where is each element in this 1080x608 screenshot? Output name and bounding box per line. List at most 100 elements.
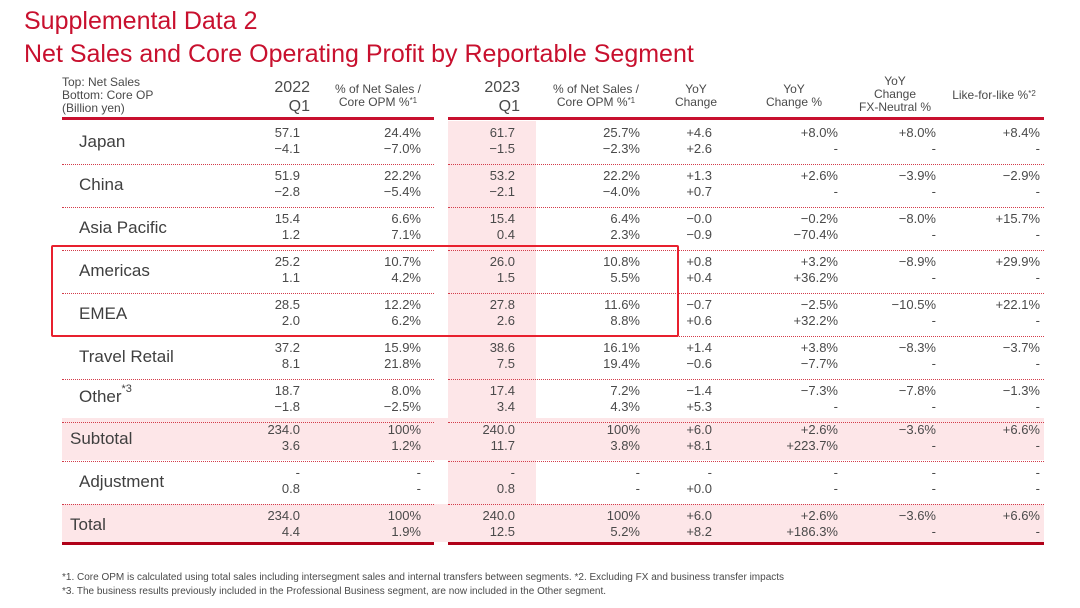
net-sales-cell: −8.3% (898, 340, 936, 355)
core-op-cell: +5.3 (686, 399, 712, 414)
core-op-cell: 12.5 (489, 524, 515, 539)
row-divider (62, 164, 434, 165)
core-op-cell: +32.2% (793, 313, 838, 328)
table-row: Japan 57.1 24.4% 61.7 25.7% +4.6 +8.0% +8.0% +8.… (0, 121, 1080, 165)
table-row: Americas 25.2 10.7% 26.0 10.8% +0.8 +3.2% −8.9%… (0, 250, 1080, 294)
net-sales-cell: 22.2% (384, 168, 421, 183)
page-subtitle: Net Sales and Core Operating Profit by R… (24, 40, 694, 68)
core-op-cell: −4.0% (602, 184, 640, 199)
footnote-1-2: *1. Core OPM is calculated using total s… (62, 572, 785, 583)
net-sales-cell: −8.0% (898, 211, 936, 226)
net-sales-cell: - (510, 465, 515, 480)
net-sales-cell: 15.9% (384, 340, 421, 355)
net-sales-cell: 18.7 (274, 383, 300, 398)
net-sales-cell: 15.4 (274, 211, 300, 226)
segment-label: China (79, 175, 124, 194)
core-op-cell: 3.6 (281, 438, 300, 453)
net-sales-cell: −0.7 (686, 297, 712, 312)
header-like-for-like: Like-for-like %*2 (952, 88, 1036, 102)
core-op-cell: - (833, 184, 838, 199)
net-sales-cell: 38.6 (489, 340, 515, 355)
net-sales-cell: +22.1% (995, 297, 1040, 312)
core-op-cell: - (833, 141, 838, 156)
core-op-cell: 4.3% (610, 399, 640, 414)
core-op-cell: −4.1 (274, 141, 300, 156)
segment-label: Total (70, 515, 106, 534)
net-sales-cell: 6.6% (391, 211, 421, 226)
table-row: Other*3 18.7 8.0% 17.4 7.2% −1.4 −7.3% −7.8% −1.… (0, 379, 1080, 423)
core-op-cell: −2.3% (602, 141, 640, 156)
highlight-box-americas-emea (51, 245, 679, 337)
row-divider (448, 164, 1044, 165)
core-op-cell: - (1035, 399, 1040, 414)
subtotal-shade (62, 418, 1044, 460)
table-row: Travel Retail 37.2 15.9% 38.6 16.1% +1.4 +3.8%… (0, 336, 1080, 380)
header-2023-pct: % of Net Sales / Core OPM %*1 (552, 82, 640, 109)
net-sales-cell: −0.0 (686, 211, 712, 226)
row-divider (448, 504, 1044, 505)
core-op-cell: +36.2% (793, 270, 838, 285)
header-2022-pct: % of Net Sales / Core OPM %*1 (334, 82, 422, 109)
net-sales-cell: +8.0% (898, 125, 936, 140)
segment-label: Travel Retail (79, 347, 174, 366)
net-sales-cell: 57.1 (274, 125, 300, 140)
core-op-cell: - (931, 438, 936, 453)
bottom-rule-left (62, 542, 434, 545)
net-sales-cell: 37.2 (274, 340, 300, 355)
header-2023-q1: 2023 Q1 (484, 79, 520, 115)
bottom-rule-right (448, 542, 1044, 545)
net-sales-cell: −7.8% (898, 383, 936, 398)
net-sales-cell: - (931, 465, 936, 480)
net-sales-cell: 53.2 (489, 168, 515, 183)
core-op-cell: +186.3% (786, 524, 838, 539)
net-sales-cell: −1.4 (686, 383, 712, 398)
net-sales-cell: +2.6% (800, 508, 838, 523)
header-yoy-change: YoY Change (674, 82, 718, 109)
net-sales-cell: 12.2% (384, 297, 421, 312)
core-op-cell: 2.0 (281, 313, 300, 328)
net-sales-cell: 234.0 (267, 422, 300, 437)
net-sales-cell: 25.7% (603, 125, 640, 140)
net-sales-cell: +2.6% (800, 168, 838, 183)
net-sales-cell: 6.4% (610, 211, 640, 226)
net-sales-cell: +6.0 (686, 422, 712, 437)
net-sales-cell: 234.0 (267, 508, 300, 523)
row-divider (62, 504, 434, 505)
core-op-cell: +2.6 (686, 141, 712, 156)
core-op-cell: 2.6 (496, 313, 515, 328)
core-op-cell: 1.9% (391, 524, 421, 539)
core-op-cell: - (1035, 438, 1040, 453)
core-op-cell: - (1035, 141, 1040, 156)
core-op-cell: - (931, 481, 936, 496)
net-sales-cell: 100% (387, 422, 421, 437)
core-op-cell: 4.4 (281, 524, 300, 539)
core-op-cell: - (1035, 270, 1040, 285)
total-shade (62, 504, 1044, 542)
net-sales-cell: 240.0 (482, 508, 515, 523)
row-divider (448, 422, 1044, 423)
table-row: EMEA 28.5 12.2% 27.8 11.6% −0.7 −2.5% −10.5% +22… (0, 293, 1080, 337)
core-op-cell: −0.9 (686, 227, 712, 242)
table-row: Subtotal 234.0 100% 240.0 100% +6.0 +2.6% −3.6%… (0, 418, 1080, 462)
core-op-cell: 0.4 (496, 227, 515, 242)
net-sales-cell: 100% (606, 422, 640, 437)
units-label: Top: Net Sales Bottom: Core OP (Billion … (62, 75, 154, 115)
core-op-cell: - (931, 141, 936, 156)
net-sales-cell: 17.4 (489, 383, 515, 398)
core-op-cell: 2.3% (610, 227, 640, 242)
net-sales-cell: −3.9% (898, 168, 936, 183)
core-op-cell: +0.7 (686, 184, 712, 199)
core-op-cell: −5.4% (383, 184, 421, 199)
core-op-cell: −1.8 (274, 399, 300, 414)
segment-label: EMEA (79, 304, 128, 323)
net-sales-cell: 27.8 (489, 297, 515, 312)
net-sales-cell: 240.0 (482, 422, 515, 437)
core-op-cell: 6.2% (391, 313, 421, 328)
core-op-cell: 1.1 (281, 270, 300, 285)
net-sales-cell: 10.8% (603, 254, 640, 269)
core-op-cell: 1.5 (496, 270, 515, 285)
core-op-cell: 8.1 (281, 356, 300, 371)
page-title: Supplemental Data 2 (24, 7, 258, 35)
core-op-cell: −7.0% (383, 141, 421, 156)
net-sales-cell: +1.4 (686, 340, 712, 355)
